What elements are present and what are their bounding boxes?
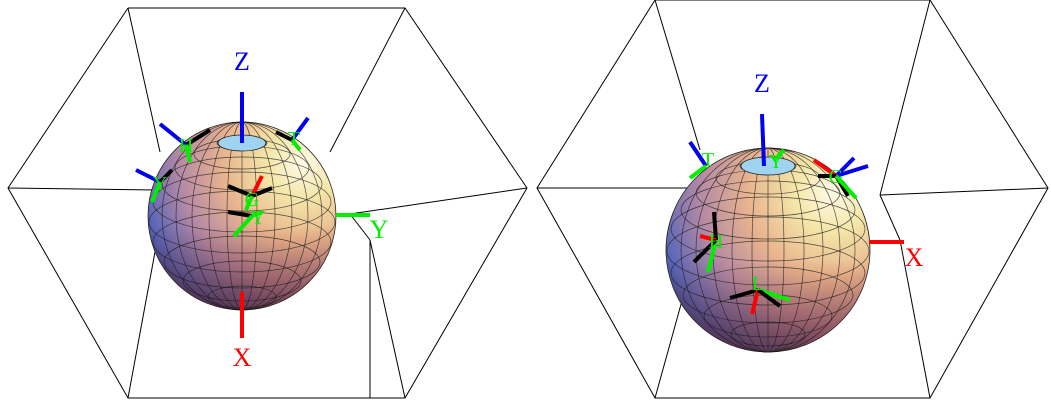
panel-1: Z Y X [7,7,528,399]
z-axis-label: Z [754,69,770,98]
x-axis-label: X [905,243,924,272]
bounding-box [7,7,528,399]
frame-t [275,116,310,152]
pole-cap [740,156,796,176]
panel-2: Z X [536,0,1049,399]
y-axis-label: Y [370,215,389,244]
frame-l [729,288,791,315]
z-axis [760,113,766,167]
x-axis-label: X [233,343,252,372]
frame-label-y-left: Y [153,173,167,195]
frame-label-h: H [709,231,723,253]
z-axis-label: Z [234,47,250,76]
frame-label-t: T [288,128,300,150]
frame-y-center [227,210,263,238]
main-axes: Z Y X [233,47,389,372]
frame-g [227,175,273,211]
bounding-box [536,0,1049,399]
frame-label-g: G [245,189,259,211]
frame-label-g: G [829,166,843,188]
frame-g [812,156,869,200]
frame-t [688,140,708,180]
frame-label-t: T [702,149,714,171]
frame-label-l: L [752,273,764,295]
main-axes: Z X [754,69,924,272]
frame-label-y-center: Y [251,207,265,229]
frame-h [158,122,212,163]
local-frames: T Y G H L [688,140,869,315]
sphere [665,147,871,353]
frame-h [692,211,718,273]
frame-y-left [135,168,174,203]
local-frames: H T Y G Y [135,116,310,238]
frame-y-pole [772,148,786,162]
frame-label-y: Y [769,151,783,173]
frame-label-h: H [179,135,193,157]
